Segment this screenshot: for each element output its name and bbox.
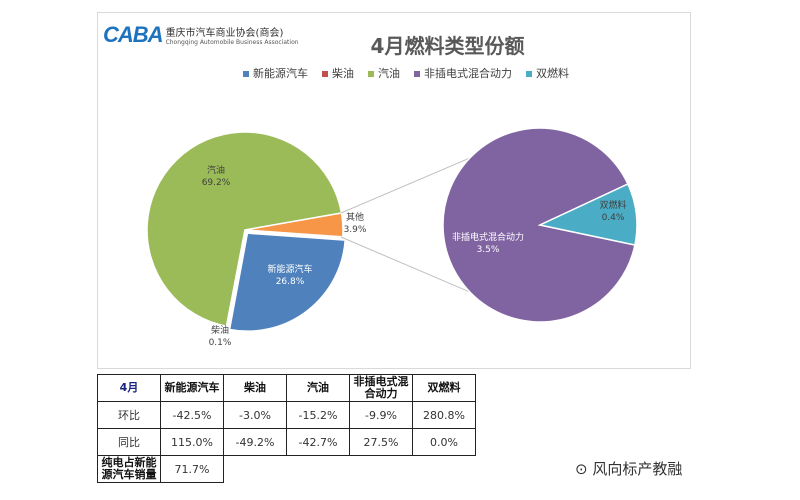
pie-slice-dual-fuel	[537, 183, 638, 246]
cell: -42.5%	[160, 401, 224, 429]
chart-frame	[97, 12, 691, 369]
chart-title: 4月燃料类型份额	[370, 34, 525, 58]
label-gasoline: 汽油 69.2%	[202, 164, 231, 188]
stats-table: 4月 新能源汽车 柴油 汽油 非插电式混合动力 双燃料 环比 -42.5% -3.0…	[97, 374, 476, 483]
header-cell: 4月	[97, 374, 161, 402]
cell: -49.2%	[223, 428, 287, 456]
footer-label: 纯电占新能源汽车销量	[97, 455, 161, 483]
label-diesel: 柴油 0.1%	[209, 324, 232, 348]
logo: CABA 重庆市汽车商业协会(商会) Chongqing Automobile B…	[103, 22, 299, 48]
header-cell: 非插电式混合动力	[349, 374, 413, 402]
table-header-row: 4月 新能源汽车 柴油 汽油 非插电式混合动力 双燃料	[97, 374, 476, 402]
pie-charts: 汽油 69.2% 新能源汽车 26.8% 柴油 0.1% 其他 3.9% 非插电式混合动力 3.5…	[146, 127, 638, 348]
cell: -42.7%	[286, 428, 350, 456]
legend-entry: 双燃料	[526, 65, 569, 81]
cell: -3.0%	[223, 401, 287, 429]
pie-slice-2	[225, 229, 246, 328]
row-label: 环比	[97, 401, 161, 429]
legend-entry: 柴油	[322, 65, 354, 81]
legend: 新能源汽车 柴油 汽油 非插电式混合动力 双燃料	[243, 65, 569, 81]
cell: -9.9%	[349, 401, 413, 429]
label-other: 其他 3.9%	[344, 211, 367, 235]
footer-value: 71.7%	[160, 455, 224, 483]
header-cell: 柴油	[223, 374, 287, 402]
cell: 0.0%	[412, 428, 476, 456]
legend-entry: 新能源汽车	[243, 65, 308, 81]
label-nev: 新能源汽车 26.8%	[267, 263, 312, 287]
watermark: ⊙ 风向标产教融	[575, 460, 683, 478]
logo-mark: CABA	[103, 22, 164, 47]
pie-slice-1	[228, 232, 347, 332]
header-cell: 双燃料	[412, 374, 476, 402]
table-row: 同比 115.0% -49.2% -42.7% 27.5% 0.0%	[97, 428, 476, 456]
cell: 115.0%	[160, 428, 224, 456]
row-label: 同比	[97, 428, 161, 456]
header-cell: 汽油	[286, 374, 350, 402]
cell: 280.8%	[412, 401, 476, 429]
table-row: 环比 -42.5% -3.0% -15.2% -9.9% 280.8%	[97, 401, 476, 429]
label-dual-fuel: 双燃料 0.4%	[599, 199, 626, 223]
legend-entry: 汽油	[368, 65, 400, 81]
label-phev: 非插电式混合动力 3.5%	[452, 231, 524, 255]
pie-slice-0	[146, 131, 343, 328]
header-cell: 新能源汽车	[160, 374, 224, 402]
table-footer-row: 纯电占新能源汽车销量 71.7%	[97, 455, 476, 483]
logo-name-en: Chongqing Automobile Business Associatio…	[165, 39, 299, 46]
cell: -15.2%	[286, 401, 350, 429]
logo-name-cn: 重庆市汽车商业协会(商会)	[165, 28, 284, 39]
legend-entry: 非插电式混合动力	[414, 65, 512, 81]
cell: 27.5%	[349, 428, 413, 456]
